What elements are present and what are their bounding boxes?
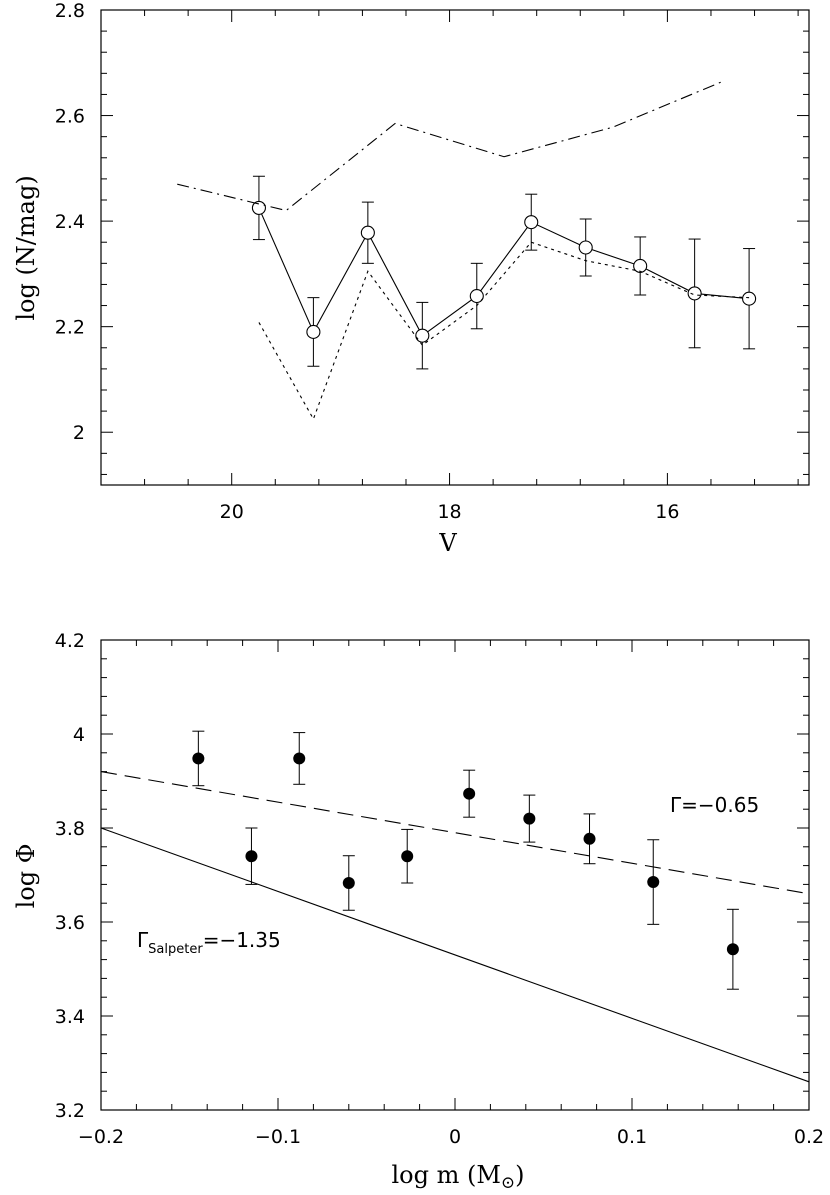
bottom-x-tick-label: 0.2 — [794, 1126, 824, 1148]
bottom-y-tick-label: 3.4 — [55, 1006, 85, 1028]
top-x-axis-label: V — [438, 529, 457, 557]
top-data-point — [687, 286, 702, 301]
bottom-y-axis-label: log Φ — [12, 844, 40, 909]
bottom-ticks — [100, 639, 810, 1111]
top-y-tick-label: 2.4 — [55, 211, 85, 233]
top-tick-labels: 20 18 16 2 2.2 2.4 2.6 2.8 — [55, 0, 680, 523]
top-data-point — [633, 258, 648, 274]
bottom-x-tick-label: −0.1 — [255, 1126, 301, 1148]
bottom-data-point — [583, 832, 596, 845]
top-series-line-solid-open-circles — [258, 207, 750, 337]
bottom-x-axis-label-tail: ) — [515, 1161, 524, 1189]
top-panel: 20 18 16 2 2.2 2.4 2.6 2.8 V log (N/mag) — [12, 0, 810, 557]
bottom-data-point — [463, 787, 476, 800]
top-data-point — [360, 225, 375, 240]
bottom-y-tick-label: 3.6 — [55, 912, 85, 934]
bottom-fit-line-dashed — [100, 771, 810, 895]
bottom-tick-labels: −0.2 −0.1 0 0.1 0.2 3.2 3.4 3.6 3.8 4 4.2 — [55, 630, 824, 1148]
bottom-series-layer — [100, 730, 810, 1083]
top-data-point — [415, 328, 430, 343]
bottom-data-point — [401, 850, 414, 863]
top-data-point — [251, 200, 266, 215]
bottom-data-point — [647, 876, 660, 889]
top-data-point — [742, 291, 757, 306]
top-data-point — [469, 289, 484, 304]
salpeter-label: ΓSalpeter=−1.35 — [137, 928, 281, 957]
top-series-layer — [177, 81, 757, 421]
top-ticks — [100, 9, 809, 485]
bottom-panel: −0.2 −0.1 0 0.1 0.2 3.2 3.4 3.6 3.8 4 4.2 log m (M… — [12, 630, 824, 1193]
bottom-data-point — [342, 876, 355, 889]
top-y-tick-label: 2.8 — [55, 0, 85, 22]
gamma-fit-label: Γ=−0.65 — [670, 793, 759, 817]
bottom-fit-line-solid — [100, 827, 810, 1083]
top-series-line-dotted — [258, 241, 750, 421]
bottom-y-tick-label: 4 — [73, 724, 85, 746]
top-y-tick-label: 2.6 — [55, 106, 85, 128]
bottom-data-point — [726, 943, 739, 956]
top-plot-frame — [100, 9, 810, 486]
salpeter-label-value: =−1.35 — [203, 928, 281, 952]
bottom-x-tick-label: −0.2 — [78, 1126, 124, 1148]
bottom-y-tick-label: 3.2 — [55, 1100, 85, 1122]
sun-symbol-icon: ⊙ — [501, 1173, 515, 1193]
top-data-point — [306, 324, 321, 339]
top-data-point — [524, 215, 539, 230]
bottom-x-tick-label: 0.1 — [617, 1126, 647, 1148]
bottom-x-tick-label: 0 — [449, 1126, 461, 1148]
bottom-data-point — [293, 752, 306, 765]
bottom-y-tick-label: 4.2 — [55, 630, 85, 652]
top-series-line-dash-dot — [177, 81, 723, 212]
salpeter-label-gamma: Γ — [137, 928, 149, 952]
bottom-data-point — [245, 850, 258, 863]
top-data-point — [578, 240, 593, 255]
bottom-data-point — [523, 812, 536, 825]
top-y-axis-label: log (N/mag) — [12, 175, 40, 320]
salpeter-label-subscript: Salpeter — [148, 942, 203, 957]
top-x-tick-label: 20 — [220, 501, 244, 523]
bottom-y-tick-label: 3.8 — [55, 818, 85, 840]
top-y-tick-label: 2 — [73, 422, 85, 444]
top-y-tick-label: 2.2 — [55, 317, 85, 339]
top-x-tick-label: 16 — [655, 501, 679, 523]
top-x-tick-label: 18 — [437, 501, 461, 523]
bottom-x-axis-label: log m (M⊙) — [391, 1161, 524, 1193]
bottom-data-point — [192, 752, 205, 765]
bottom-x-axis-label-main: log m (M — [391, 1161, 500, 1189]
